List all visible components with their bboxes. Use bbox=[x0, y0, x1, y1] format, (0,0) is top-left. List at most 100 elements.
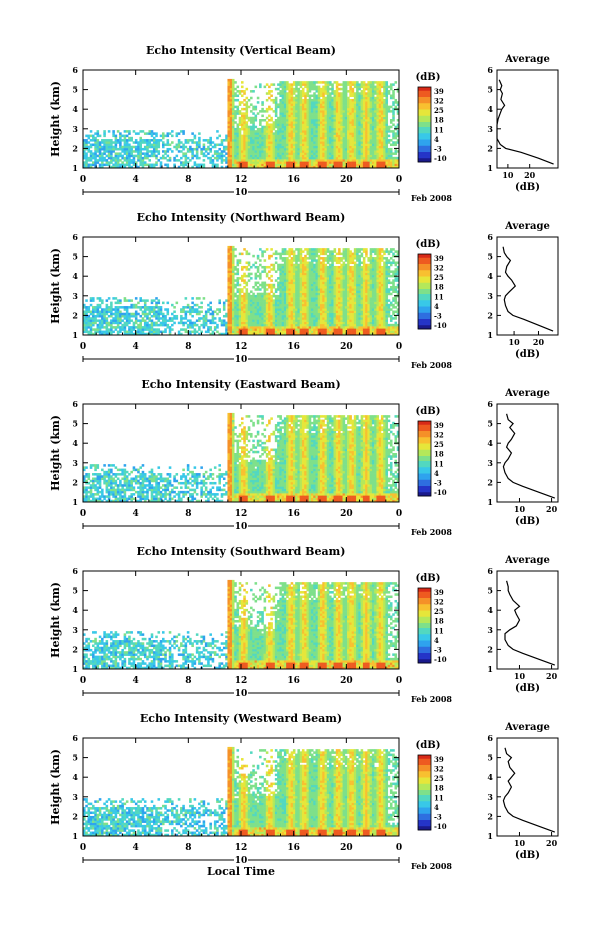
heatmap-cell bbox=[236, 310, 240, 314]
heatmap-cell bbox=[256, 274, 260, 278]
heatmap-cell bbox=[272, 143, 276, 147]
heatmap-cell bbox=[331, 165, 334, 169]
heatmap-cell bbox=[261, 306, 264, 309]
heatmap-cell bbox=[292, 134, 296, 138]
heatmap-cell bbox=[189, 145, 192, 149]
heatmap-cell bbox=[299, 165, 303, 169]
heatmap-cell bbox=[320, 154, 323, 158]
heatmap-cell bbox=[356, 83, 359, 86]
heatmap-cell bbox=[128, 330, 131, 334]
heatmap-cell bbox=[245, 283, 249, 287]
heatmap-cell bbox=[254, 139, 258, 142]
heatmap-cell bbox=[394, 125, 398, 129]
heatmap-cell bbox=[288, 297, 291, 300]
heatmap-cell bbox=[365, 145, 368, 149]
heatmap-cell bbox=[259, 248, 262, 251]
heatmap-cell bbox=[139, 136, 142, 140]
heatmap-cell bbox=[387, 85, 391, 89]
heatmap-cell bbox=[329, 107, 332, 111]
heatmap-cell bbox=[371, 141, 375, 144]
heatmap-cell bbox=[123, 328, 127, 331]
heatmap-cell bbox=[342, 85, 346, 89]
heatmap-cell bbox=[374, 125, 377, 129]
heatmap-cell bbox=[243, 321, 246, 325]
heatmap-cell bbox=[290, 159, 294, 162]
heatmap-cell bbox=[252, 299, 255, 302]
heatmap-cell bbox=[387, 147, 391, 151]
heatmap-cell bbox=[202, 143, 206, 147]
heatmap-cell bbox=[107, 310, 111, 314]
heatmap-cell bbox=[306, 119, 310, 122]
heatmap-cell bbox=[295, 274, 298, 278]
heatmap-cell bbox=[125, 159, 129, 162]
heatmap-cell bbox=[225, 161, 228, 164]
heatmap-cell bbox=[231, 107, 235, 111]
heatmap-cell bbox=[322, 152, 325, 155]
heatmap-cell bbox=[351, 112, 355, 115]
heatmap-cell bbox=[119, 321, 122, 325]
heatmap-cell bbox=[231, 87, 235, 91]
heatmap-cell bbox=[277, 156, 280, 160]
heatmap-cell bbox=[344, 159, 348, 162]
heatmap-cell bbox=[292, 263, 296, 267]
heatmap-cell bbox=[270, 319, 273, 322]
heatmap-cell bbox=[392, 94, 395, 98]
heatmap-cell bbox=[234, 139, 237, 142]
heatmap-cell bbox=[324, 127, 328, 131]
heatmap-cell bbox=[297, 286, 300, 289]
heatmap-cell bbox=[329, 152, 332, 155]
heatmap-cell bbox=[351, 141, 355, 144]
heatmap-cell bbox=[297, 328, 300, 331]
heatmap-cell bbox=[213, 165, 217, 169]
heatmap-cell bbox=[256, 281, 260, 285]
heatmap-cell bbox=[146, 145, 149, 149]
heatmap-cell bbox=[211, 317, 215, 320]
heatmap-cell bbox=[394, 152, 398, 155]
heatmap-cell bbox=[292, 156, 296, 160]
heatmap-cell bbox=[342, 110, 346, 113]
heatmap-cell bbox=[105, 303, 109, 307]
heatmap-cell bbox=[286, 101, 289, 104]
heatmap-cell bbox=[184, 328, 188, 331]
heatmap-cell bbox=[331, 103, 334, 106]
heatmap-cell bbox=[351, 156, 355, 160]
heatmap-cell bbox=[166, 308, 170, 311]
heatmap-cell bbox=[252, 163, 255, 167]
heatmap-cell bbox=[227, 319, 231, 322]
heatmap-cell bbox=[324, 141, 328, 144]
heatmap-cell bbox=[338, 147, 341, 151]
heatmap-cell bbox=[265, 152, 269, 155]
heatmap-cell bbox=[369, 98, 373, 102]
heatmap-cell bbox=[283, 312, 287, 316]
heatmap-cell bbox=[376, 165, 379, 169]
heatmap-cell bbox=[119, 310, 122, 314]
heatmap-cell bbox=[378, 90, 382, 93]
heatmap-cell bbox=[218, 317, 221, 320]
heatmap-cell bbox=[308, 119, 312, 122]
heatmap-cell bbox=[383, 123, 386, 126]
heatmap-cell bbox=[211, 159, 215, 162]
heatmap-cell bbox=[333, 134, 337, 138]
heatmap-cell bbox=[263, 125, 267, 129]
heatmap-cell bbox=[360, 114, 364, 118]
y-tick-label: 6 bbox=[72, 65, 78, 75]
heatmap-cell bbox=[83, 319, 86, 322]
heatmap-cell bbox=[238, 317, 242, 320]
heatmap-cell bbox=[128, 161, 131, 164]
heatmap-cell bbox=[283, 143, 287, 147]
x-tick-label: 0 bbox=[80, 175, 86, 185]
heatmap-cell bbox=[290, 121, 294, 124]
heatmap-cell bbox=[234, 156, 237, 160]
heatmap-cell bbox=[394, 159, 398, 162]
heatmap-cell bbox=[380, 154, 384, 158]
heatmap-cell bbox=[137, 145, 140, 149]
heatmap-cell bbox=[365, 141, 368, 144]
heatmap-cell bbox=[335, 150, 339, 153]
heatmap-cell bbox=[288, 119, 291, 122]
heatmap-cell bbox=[250, 136, 253, 140]
heatmap-cell bbox=[342, 141, 346, 144]
heatmap-cell bbox=[152, 330, 156, 334]
heatmap-cell bbox=[297, 281, 300, 285]
heatmap-cell bbox=[349, 165, 352, 169]
heatmap-cell bbox=[331, 147, 334, 151]
